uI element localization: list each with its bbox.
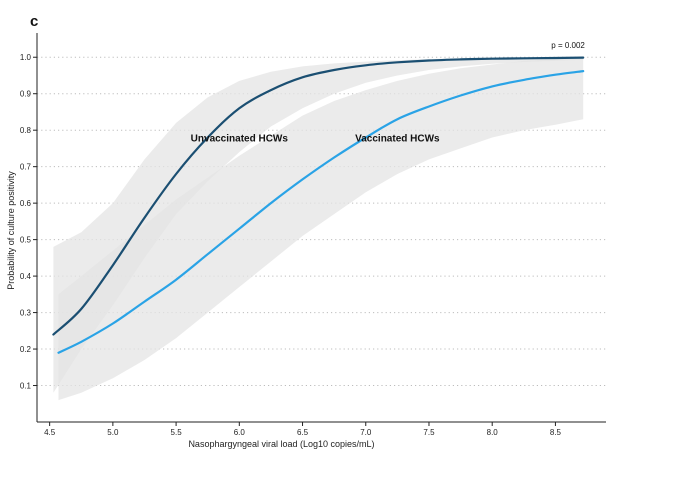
x-tick-label: 6.5 [297,428,309,437]
x-tick-label: 7.0 [360,428,372,437]
y-tick-label: 1.0 [20,53,32,62]
panel-label: c [30,13,39,30]
y-tick-label: 0.4 [20,272,32,281]
y-tick-label: 0.1 [20,382,32,391]
confidence-band [53,57,584,393]
x-tick-label: 8.0 [487,428,499,437]
confidence-bands [53,57,584,401]
y-axis-title: Probability of culture positivity [6,171,16,290]
x-tick-label: 8.5 [550,428,562,437]
x-axis-title: Nasophargyngeal viral load (Log10 copies… [188,439,374,449]
confidence-band [58,58,584,401]
x-tick-label: 4.5 [44,428,56,437]
series-lines [52,56,585,354]
y-tick-label: 0.8 [20,126,32,135]
y-ticks: 0.1 0.2 0.3 0.4 0.5 0.6 0.7 0.8 0.9 1.0 [20,53,37,391]
x-ticks: 4.5 5.0 5.5 6.0 6.5 7.0 7.5 8.0 8.5 [44,422,562,437]
series-line [57,70,585,354]
y-tick-label: 0.9 [20,90,32,99]
series-labels: Unvaccinated HCWs Vaccinated HCWs [191,133,440,144]
y-tick-label: 0.5 [20,236,32,245]
y-tick-label: 0.7 [20,163,32,172]
p-value-annotation: p = 0.002 [551,41,585,50]
x-tick-label: 5.5 [171,428,183,437]
series-line [52,56,585,336]
x-tick-label: 6.0 [234,428,246,437]
x-tick-label: 7.5 [423,428,435,437]
x-tick-label: 5.0 [107,428,119,437]
y-tick-label: 0.6 [20,199,32,208]
axes: 4.5 5.0 5.5 6.0 6.5 7.0 7.5 8.0 8.5 0.1 0.2 0.3 0.4… [6,33,606,449]
series-label: Unvaccinated HCWs [191,133,289,144]
y-tick-label: 0.2 [20,345,32,354]
series-label: Vaccinated HCWs [355,133,440,144]
y-tick-label: 0.3 [20,309,32,318]
